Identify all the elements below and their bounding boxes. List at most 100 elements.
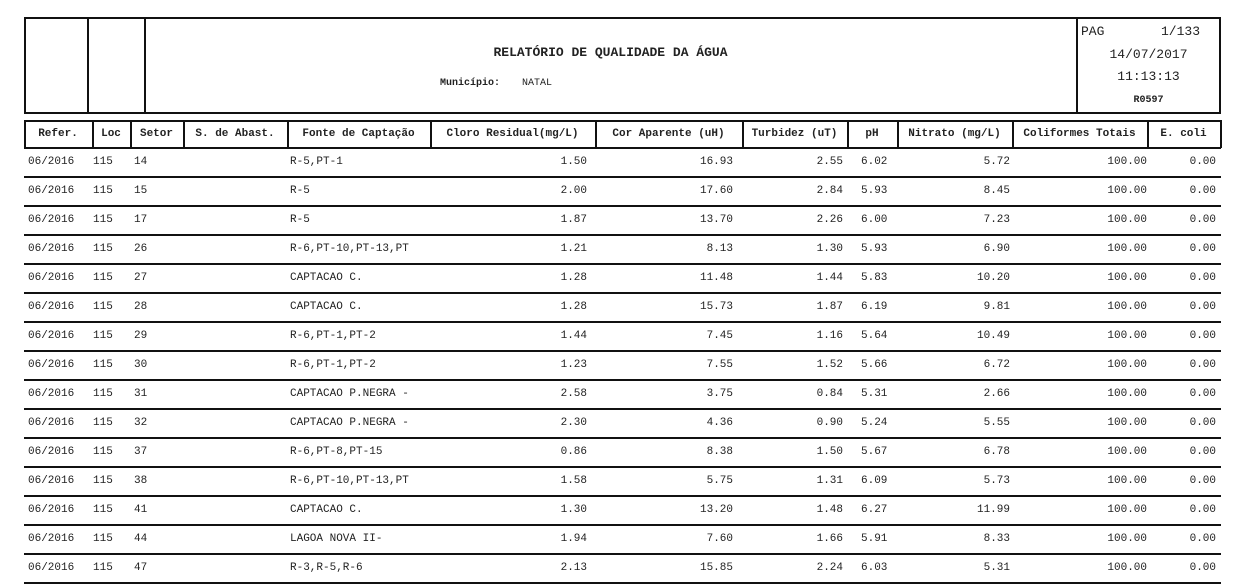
rule: [24, 120, 1221, 122]
cell: 17: [134, 214, 148, 226]
cell: 06/2016: [28, 504, 75, 516]
cell: 38: [134, 475, 148, 487]
cell: 8.33: [983, 533, 1010, 545]
cell: 115: [93, 475, 113, 487]
cell: 115: [93, 156, 113, 168]
cell: 100.00: [1107, 533, 1147, 545]
cell: 115: [93, 330, 113, 342]
cell: 1.50: [816, 446, 843, 458]
cell: 1.50: [560, 156, 587, 168]
row-rule: [24, 495, 1221, 497]
cell: 5.83: [861, 272, 888, 284]
cell: 0.00: [1189, 214, 1216, 226]
cell: 6.78: [983, 446, 1010, 458]
cell: CAPTACAO C.: [290, 301, 363, 313]
cell: 5.31: [983, 562, 1010, 574]
cell: 13.20: [699, 504, 733, 516]
cell: 0.00: [1189, 388, 1216, 400]
cell: 100.00: [1107, 504, 1147, 516]
row-rule: [24, 205, 1221, 207]
cell: 1.66: [816, 533, 843, 545]
time: 11:13:13: [1117, 69, 1180, 84]
divider: [24, 120, 26, 148]
cell: 44: [134, 533, 148, 545]
divider: [430, 120, 432, 148]
cell: LAGOA NOVA II-: [290, 533, 383, 545]
cell: 1.31: [816, 475, 843, 487]
cell: 100.00: [1107, 475, 1147, 487]
cell: 26: [134, 243, 148, 255]
row-rule: [24, 466, 1221, 468]
cell: 06/2016: [28, 417, 75, 429]
divider: [847, 120, 849, 148]
cell: R-6,PT-8,PT-15: [290, 446, 383, 458]
cell: 115: [93, 417, 113, 429]
cell: 37: [134, 446, 148, 458]
divider: [595, 120, 597, 148]
cell: R-6,PT-1,PT-2: [290, 359, 376, 371]
cell: 6.72: [983, 359, 1010, 371]
column-header: Fonte de Captação: [302, 128, 415, 140]
cell: 5.93: [861, 243, 888, 255]
cell: 9.81: [983, 301, 1010, 313]
row-rule: [24, 234, 1221, 236]
cell: 0.00: [1189, 417, 1216, 429]
cell: 16.93: [699, 156, 733, 168]
cell: 115: [93, 185, 113, 197]
cell: 8.13: [706, 243, 733, 255]
cell: 06/2016: [28, 388, 75, 400]
rule: [24, 147, 1221, 149]
row-rule: [24, 524, 1221, 526]
column-header: pH: [865, 128, 879, 140]
cell: 6.19: [861, 301, 888, 313]
cell: 6.02: [861, 156, 888, 168]
cell: 100.00: [1107, 214, 1147, 226]
cell: 1.87: [560, 214, 587, 226]
column-header: Cor Aparente (uH): [612, 128, 725, 140]
cell: 06/2016: [28, 330, 75, 342]
cell: R-6,PT-10,PT-13,PT: [290, 475, 409, 487]
page-label: PAG: [1081, 24, 1105, 39]
cell: 27: [134, 272, 148, 284]
cell: 2.55: [816, 156, 843, 168]
cell: 5.73: [983, 475, 1010, 487]
cell: 1.48: [816, 504, 843, 516]
column-header: Setor: [139, 128, 173, 140]
row-rule: [24, 176, 1221, 178]
cell: 2.30: [560, 417, 587, 429]
cell: 1.28: [560, 272, 587, 284]
cell: 11.48: [699, 272, 733, 284]
cell: 11.99: [976, 504, 1010, 516]
cell: 1.44: [816, 272, 843, 284]
row-rule: [24, 408, 1221, 410]
cell: 1.30: [816, 243, 843, 255]
cell: 8.38: [706, 446, 733, 458]
cell: 13.70: [699, 214, 733, 226]
row-rule: [24, 263, 1221, 265]
cell: 47: [134, 562, 148, 574]
cell: 0.00: [1189, 156, 1216, 168]
cell: CAPTACAO P.NEGRA -: [290, 417, 409, 429]
cell: 0.00: [1189, 533, 1216, 545]
row-rule: [24, 292, 1221, 294]
column-header: S. de Abast.: [195, 128, 275, 140]
cell: 100.00: [1107, 185, 1147, 197]
municipio: NATAL: [522, 78, 553, 89]
cell: 6.03: [861, 562, 888, 574]
cell: 5.31: [861, 388, 888, 400]
column-header: Coliformes Totais: [1023, 128, 1136, 140]
code: R0597: [1133, 95, 1164, 106]
cell: 115: [93, 272, 113, 284]
cell: 115: [93, 301, 113, 313]
cell: 06/2016: [28, 243, 75, 255]
cell: 6.90: [983, 243, 1010, 255]
cell: 0.00: [1189, 330, 1216, 342]
cell: 100.00: [1107, 359, 1147, 371]
column-header: Turbidez (uT): [751, 128, 838, 140]
cell: 115: [93, 446, 113, 458]
cell: 100.00: [1107, 446, 1147, 458]
cell: 100.00: [1107, 562, 1147, 574]
cell: 2.13: [560, 562, 587, 574]
cell: 1.58: [560, 475, 587, 487]
divider: [897, 120, 899, 148]
